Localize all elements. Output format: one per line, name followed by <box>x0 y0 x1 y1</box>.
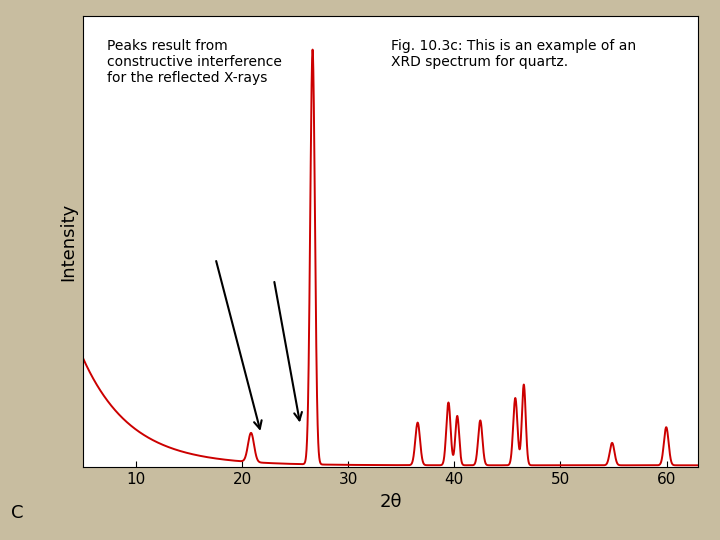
Text: Fig. 10.3c: This is an example of an
XRD spectrum for quartz.: Fig. 10.3c: This is an example of an XRD… <box>391 39 636 69</box>
Text: Peaks result from
constructive interference
for the reflected X-rays: Peaks result from constructive interfere… <box>107 39 282 85</box>
Y-axis label: Intensity: Intensity <box>59 202 77 281</box>
Text: C: C <box>11 504 23 522</box>
X-axis label: 2θ: 2θ <box>379 492 402 510</box>
